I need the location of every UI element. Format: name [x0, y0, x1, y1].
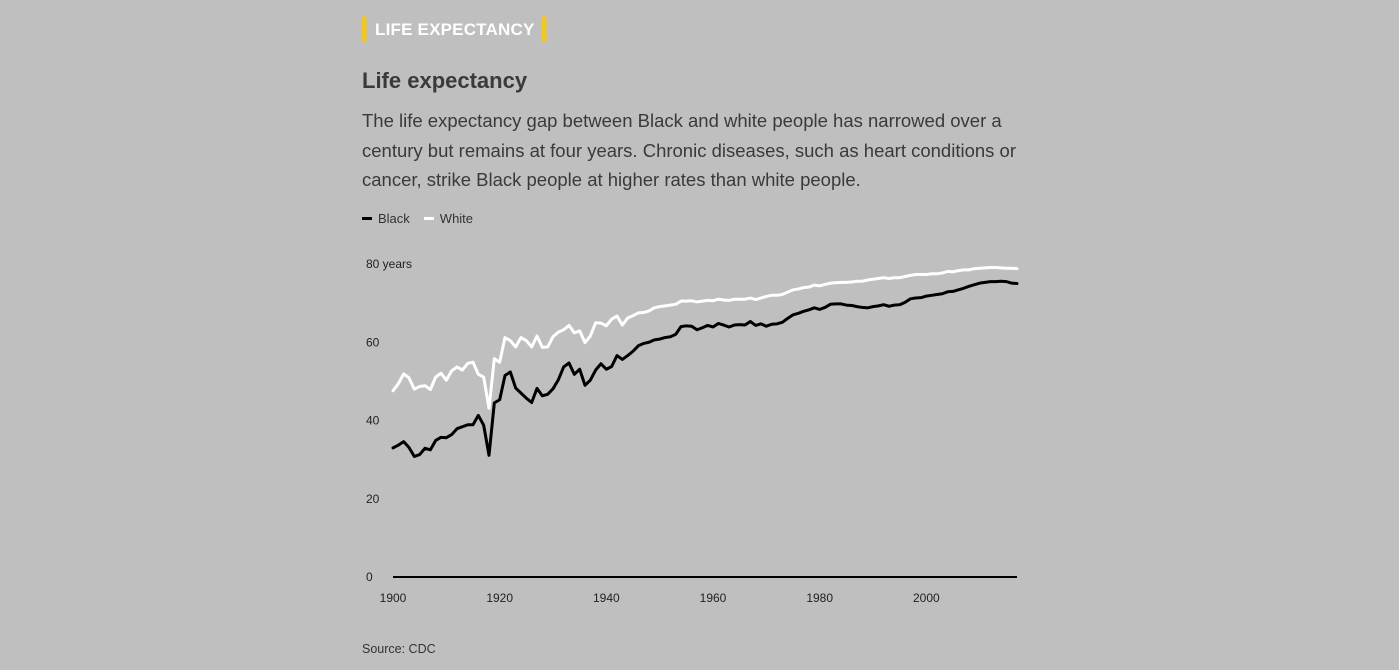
line-chart: 0 20 40 60 80 years 1900 1920 1940 1960 1980 2000 [366, 257, 1019, 605]
x-tick-label: 1960 [700, 591, 727, 605]
chart-title: Life expectancy [362, 68, 528, 93]
x-tick-label: 1900 [380, 591, 407, 605]
y-tick-label: 0 [366, 570, 373, 584]
legend-item-white: White [423, 211, 474, 226]
y-tick-label: 60 [366, 335, 380, 349]
kicker-label: LIFE EXPECTANCY [375, 19, 535, 39]
legend-swatch-white [423, 217, 434, 220]
kicker: LIFE EXPECTANCY [362, 17, 548, 42]
y-tick-label: 40 [366, 414, 380, 428]
x-tick-label: 1920 [486, 591, 513, 605]
x-tick-label: 1980 [806, 591, 833, 605]
legend-swatch-black [362, 217, 372, 220]
source-note: Source: CDC [362, 642, 436, 656]
x-tick-label: 2000 [913, 591, 940, 605]
chart-subtitle: The life expectancy gap between Black an… [362, 110, 1016, 190]
legend-item-black: Black [362, 211, 410, 226]
x-tick-label: 1940 [593, 591, 620, 605]
kicker-accent-bar-left [362, 17, 367, 42]
legend-label-black: Black [378, 211, 410, 226]
legend-label-white: White [439, 211, 474, 226]
series-line-white [391, 266, 1019, 410]
legend: Black White [362, 211, 487, 226]
y-tick-label: 20 [366, 492, 380, 506]
y-tick-label: 80 years [366, 257, 412, 271]
kicker-accent-bar-right [542, 17, 548, 42]
series-line-black [391, 279, 1019, 458]
